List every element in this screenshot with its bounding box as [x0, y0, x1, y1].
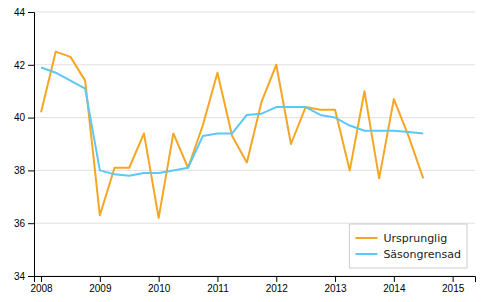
legend: Ursprunglig Säsongrensad: [349, 224, 467, 268]
tick-mark: [28, 223, 34, 224]
tick: 2014: [383, 276, 406, 294]
tick-mark: [394, 276, 395, 282]
tick: 2008: [30, 276, 53, 294]
tick: 38: [14, 165, 34, 176]
axis-line: [35, 277, 476, 283]
tick: 44: [14, 7, 34, 18]
tick: 2009: [89, 276, 112, 294]
tick-label: 38: [14, 165, 26, 176]
tick-mark: [335, 276, 336, 282]
tick-label: 2008: [30, 283, 53, 294]
legend-label: Ursprunglig: [383, 232, 447, 245]
x-axis: 2008 2009 2010 2011 2012 2013 2014 2015: [30, 276, 475, 294]
tick-mark: [28, 65, 34, 66]
tick-mark: [453, 276, 454, 282]
legend-swatch: [355, 253, 377, 255]
tick-label: 2011: [207, 283, 229, 294]
tick-label: 2013: [324, 283, 347, 294]
tick: 2010: [148, 276, 171, 294]
tick-mark: [28, 276, 34, 277]
grid: [34, 12, 475, 276]
tick: 42: [14, 60, 34, 71]
legend-label: Säsongrensad: [383, 248, 461, 261]
grid-line: [34, 117, 475, 118]
legend-item: Säsongrensad: [355, 248, 461, 261]
chart: 2008 2009 2010 2011 2012 2013 2014 2015 34 36 38 40…: [0, 0, 491, 302]
tick-label: 36: [14, 218, 26, 229]
tick: 2011: [207, 276, 229, 294]
tick-label: 34: [14, 271, 26, 282]
tick-label: 40: [14, 112, 26, 123]
tick-label: 2010: [148, 283, 171, 294]
tick-label: 2015: [442, 283, 465, 294]
tick: 2013: [324, 276, 347, 294]
tick-mark: [276, 276, 277, 282]
tick: 2012: [266, 276, 289, 294]
tick-mark: [217, 276, 218, 282]
grid-line: [34, 64, 475, 65]
tick-label: 44: [14, 7, 26, 18]
line: [41, 52, 423, 218]
tick: 40: [14, 112, 34, 123]
series-group: [41, 52, 423, 218]
tick: 34: [14, 271, 34, 282]
tick-mark: [28, 118, 34, 119]
plot: 2008 2009 2010 2011 2012 2013 2014 2015 34 36 38 40…: [14, 7, 476, 294]
tick-mark: [41, 276, 42, 282]
tick-mark: [100, 276, 101, 282]
tick-label: 2009: [89, 283, 112, 294]
tick-mark: [159, 276, 160, 282]
legend-box: [349, 224, 467, 268]
tick-label: 2014: [383, 283, 406, 294]
line: [41, 67, 423, 175]
tick: 36: [14, 218, 34, 229]
tick-label: 42: [14, 60, 26, 71]
tick: 2015: [442, 276, 465, 294]
tick-label: 2012: [266, 283, 289, 294]
axis-line: [28, 13, 35, 277]
grid-line: [34, 12, 475, 13]
legend-item: Ursprunglig: [355, 232, 447, 245]
tick-mark: [28, 12, 34, 13]
legend-swatch: [355, 237, 377, 239]
y-axis: 34 36 38 40 42 44: [14, 7, 35, 282]
tick-mark: [28, 170, 34, 171]
